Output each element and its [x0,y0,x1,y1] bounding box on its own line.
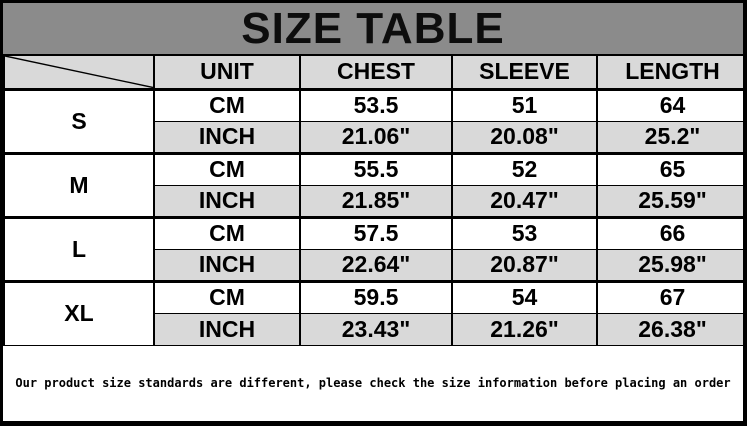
value-cell: 20.08" [451,120,598,154]
table-row: L CM 57.5 53 66 [3,215,743,282]
value-cell: 51 [451,87,598,122]
footer-note-bar: Our product size standards are different… [3,345,743,421]
value-cell: 66 [596,215,743,250]
value-cell: 65 [596,151,743,186]
col-header-chest: CHEST [299,56,453,90]
table-row: INCH 21.85" 20.47" 25.59" [4,184,743,218]
footer-note-text: Our product size standards are different… [15,376,731,391]
table-row: M CM 55.5 52 65 [3,151,743,218]
col-header-sleeve: SLEEVE [451,56,598,90]
value-cell: 64 [596,87,743,122]
value-cell: 20.87" [451,248,598,282]
value-cell: 54 [451,279,598,314]
value-cell: 21.06" [299,120,453,154]
table-row: INCH 22.64" 20.87" 25.98" [4,248,743,282]
unit-cell: INCH [153,312,301,346]
value-cell: 57.5 [299,215,453,250]
table-row: S CM 53.5 51 64 [3,87,743,154]
value-cell: 21.26" [451,312,598,346]
size-label-xl: XL [3,279,155,346]
table-header-row: UNIT CHEST SLEEVE LENGTH [3,56,743,90]
value-cell: 25.2" [596,120,743,154]
unit-cell: CM [153,151,301,186]
unit-cell: INCH [153,248,301,282]
unit-cell: INCH [153,120,301,154]
unit-cell: CM [153,215,301,250]
size-label-l: L [3,215,155,282]
unit-cell: CM [153,87,301,122]
col-header-length: LENGTH [596,56,743,90]
value-cell: 26.38" [596,312,743,346]
title-band: SIZE TABLE [3,3,743,56]
value-cell: 20.47" [451,184,598,218]
table-row: INCH 21.06" 20.08" 25.2" [4,120,743,154]
value-cell: 22.64" [299,248,453,282]
page-title: SIZE TABLE [241,3,505,53]
value-cell: 67 [596,279,743,314]
size-label-m: M [3,151,155,218]
value-cell: 52 [451,151,598,186]
value-cell: 53.5 [299,87,453,122]
diagonal-line-icon [5,56,153,88]
unit-cell: INCH [153,184,301,218]
diagonal-corner-cell [3,56,155,90]
col-header-unit: UNIT [153,56,301,90]
value-cell: 59.5 [299,279,453,314]
value-cell: 25.98" [596,248,743,282]
value-cell: 21.85" [299,184,453,218]
size-table: UNIT CHEST SLEEVE LENGTH S CM 53.5 51 64… [3,56,743,346]
unit-cell: CM [153,279,301,314]
table-row: INCH 23.43" 21.26" 26.38" [4,312,743,346]
value-cell: 55.5 [299,151,453,186]
size-label-s: S [3,87,155,154]
value-cell: 25.59" [596,184,743,218]
table-row: XL CM 59.5 54 67 [3,279,743,346]
value-cell: 53 [451,215,598,250]
value-cell: 23.43" [299,312,453,346]
